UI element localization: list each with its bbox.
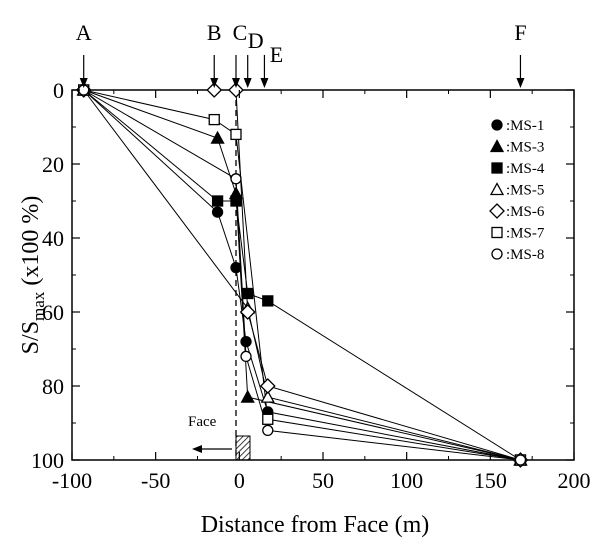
x-tick-label: -50 — [141, 468, 170, 493]
x-tick-label: 100 — [390, 468, 423, 493]
x-tick-label: -100 — [52, 468, 92, 493]
y-tick-label: 40 — [42, 226, 64, 251]
legend-marker — [491, 226, 503, 239]
markers-group: A B C DE F — [76, 20, 527, 88]
data-point — [262, 413, 274, 425]
legend-label: :MS-4 — [506, 161, 545, 177]
data-point — [230, 261, 242, 274]
data-point — [239, 304, 256, 320]
data-point — [262, 295, 274, 307]
face-hatch-block — [235, 435, 251, 461]
data-point — [230, 173, 242, 185]
data-point — [240, 350, 252, 363]
legend-marker — [489, 203, 505, 219]
y-axis-title: S/Smax (x100 %) — [18, 196, 48, 355]
data-point — [230, 128, 242, 141]
data-point — [242, 287, 254, 300]
x-tick-label: 200 — [558, 468, 591, 493]
marker-label: C — [233, 20, 248, 45]
data-point — [208, 113, 220, 126]
series-line — [83, 89, 521, 461]
data-point — [240, 335, 252, 348]
data-point — [240, 389, 255, 403]
marker-label: D — [248, 28, 264, 53]
data-point — [211, 195, 224, 207]
legend-marker — [491, 119, 503, 131]
x-axis-title: Distance from Face (m) — [201, 512, 430, 538]
series-line — [83, 89, 521, 461]
marker-arrow-head — [516, 78, 525, 88]
marker-arrow-head — [231, 78, 240, 88]
series-group — [75, 82, 529, 468]
y-tick-label: 20 — [42, 152, 64, 177]
x-tick-label: 0 — [234, 468, 245, 493]
marker-label: A — [76, 20, 92, 45]
data-point — [206, 82, 223, 98]
marker-arrow-head — [79, 78, 88, 88]
marker-label: B — [207, 20, 222, 45]
data-point — [259, 378, 276, 394]
ticks-group: -100 -50 0 50 100 150 200 0 20 40 60 80 100 — [31, 78, 591, 493]
data-point — [262, 424, 274, 437]
data-point — [211, 206, 224, 218]
face-label: Face — [188, 414, 217, 430]
x-tick-label: 50 — [312, 468, 334, 493]
y-axis-title-sub: max — [29, 291, 48, 321]
legend-label: :MS-8 — [506, 247, 544, 263]
y-tick-label: 80 — [42, 374, 64, 399]
marker-arrow-head — [260, 78, 269, 88]
series-line — [83, 89, 521, 461]
data-point — [210, 130, 225, 144]
legend-marker — [489, 139, 505, 153]
data-point — [514, 454, 527, 466]
marker-arrow-head — [243, 78, 252, 88]
y-tick-label: 100 — [31, 448, 64, 473]
marker-arrow-head — [210, 78, 219, 88]
marker-label: F — [514, 20, 526, 45]
x-tick-label: 150 — [474, 468, 507, 493]
legend-label: :MS-5 — [506, 183, 544, 199]
y-tick-label: 60 — [42, 300, 64, 325]
legend-label: :MS-6 — [506, 204, 545, 220]
y-tick-label: 0 — [53, 78, 64, 103]
legend-group: :MS-1 :MS-3 :MS-4 :MS-5 :MS-6 :MS-7 :MS-8 — [489, 118, 545, 263]
data-point — [230, 195, 242, 207]
legend-label: :MS-3 — [506, 140, 544, 156]
series-line — [83, 89, 521, 461]
series-line — [83, 89, 521, 461]
y-axis-title-tail: (x100 %) — [18, 196, 44, 292]
legend-marker — [491, 248, 503, 260]
series-line — [83, 89, 521, 461]
y-axis-title-main: S/S — [18, 321, 44, 354]
marker-label: E — [270, 42, 283, 67]
legend-label: :MS-7 — [506, 226, 545, 242]
data-point — [260, 389, 275, 403]
legend-marker — [491, 162, 503, 174]
face-arrow-head — [191, 445, 202, 453]
legend-marker — [489, 182, 505, 196]
series-line — [83, 89, 521, 461]
legend-label: :MS-1 — [506, 118, 544, 134]
